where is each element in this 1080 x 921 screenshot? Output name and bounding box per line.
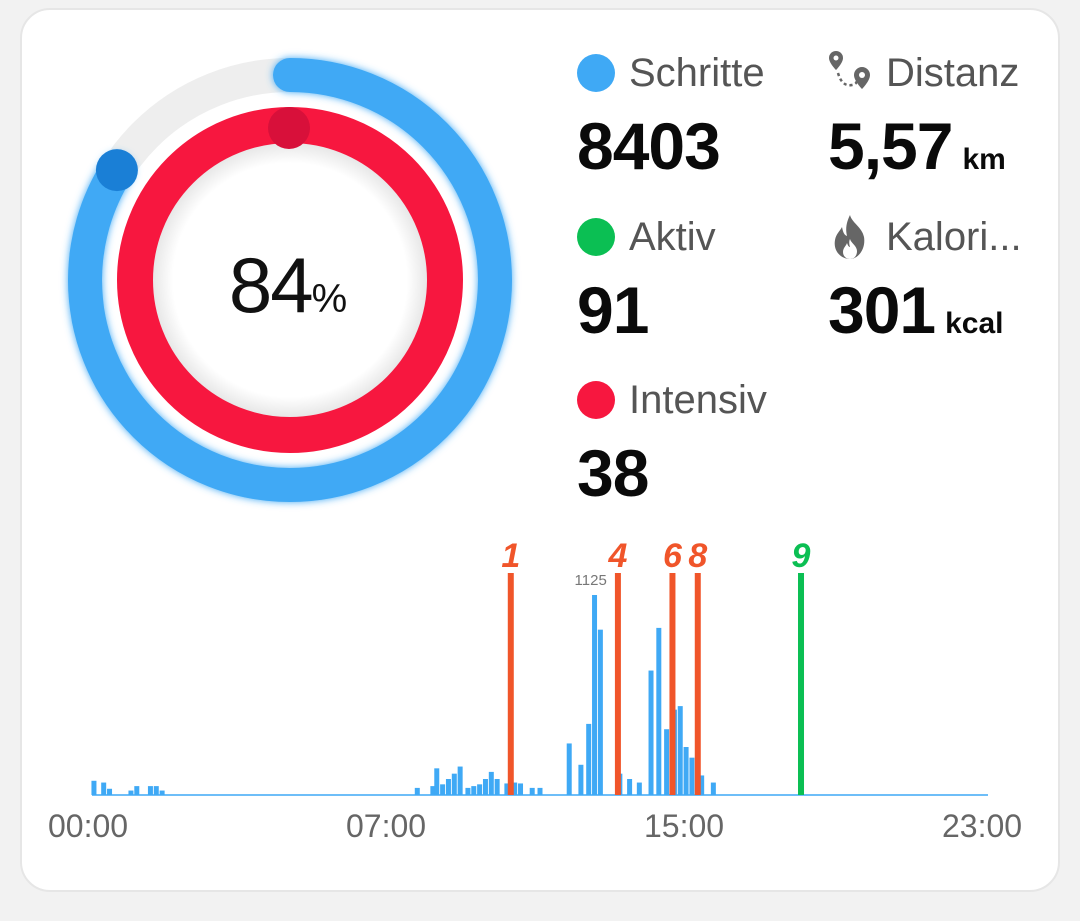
goal-percent: 84%: [208, 240, 368, 331]
chart-bar: [597, 629, 603, 795]
chart-bar: [699, 775, 705, 795]
intensive-ring-end-dot: [268, 107, 310, 149]
chart-bar: [627, 779, 633, 795]
inner-ring-shadow: [140, 130, 440, 430]
route-pin-icon: [829, 51, 870, 89]
stat-steps[interactable]: Schritte 8403: [577, 48, 765, 184]
chart-bar: [107, 788, 113, 795]
goal-percent-sign: %: [311, 277, 348, 321]
steps-ring-end-dot: [95, 149, 138, 192]
calories-unit: kcal: [945, 307, 1004, 340]
event-marker-line[interactable]: [507, 573, 514, 795]
chart-bar: [494, 779, 500, 795]
steps-value: 8403: [577, 109, 721, 183]
peak-value-label: 1125: [575, 572, 607, 589]
chart-bar: [664, 729, 670, 795]
stat-intensive[interactable]: Intensiv 38: [577, 375, 767, 511]
event-marker-label: 6: [663, 537, 683, 575]
distance-label: Distanz: [886, 50, 1020, 95]
x-tick-label: 15:00: [644, 808, 725, 844]
calories-value-row: 301 kcal: [828, 272, 1022, 348]
chart-bar: [457, 766, 463, 795]
chart-bar: [471, 786, 477, 795]
chart-bar: [147, 786, 153, 795]
event-marker-line[interactable]: [614, 573, 621, 795]
intensive-value: 38: [577, 436, 649, 510]
chart-bar: [134, 786, 140, 795]
goal-percent-value: 84: [228, 241, 314, 329]
calories-label: Kalori...: [886, 214, 1022, 259]
distance-value-row: 5,57 km: [828, 108, 1019, 184]
stat-calories[interactable]: Kalori... 301 kcal: [828, 212, 1022, 348]
chart-bar: [101, 782, 107, 795]
chart-bar: [477, 784, 483, 795]
chart-bar: [710, 782, 716, 795]
progress-rings: [68, 58, 512, 502]
distance-value: 5,57: [828, 109, 953, 183]
chart-bar: [465, 787, 471, 795]
chart-bar: [414, 787, 420, 795]
stat-active[interactable]: Aktiv 91: [577, 212, 716, 348]
chart-bar: [440, 784, 446, 795]
chart-bar: [529, 787, 535, 795]
chart-bar: [153, 786, 159, 795]
chart-bar: [430, 786, 436, 795]
chart-bar: [592, 595, 598, 795]
active-label: Aktiv: [629, 214, 716, 259]
chart-bar: [451, 773, 457, 795]
chart-bar: [656, 627, 662, 795]
event-marker-line[interactable]: [798, 573, 805, 795]
chart-bar: [445, 779, 451, 795]
chart-bar: [683, 747, 689, 795]
event-marker-line[interactable]: [669, 573, 676, 795]
x-tick-label: 00:00: [48, 808, 129, 844]
event-marker-label: 1: [501, 537, 520, 575]
chart-bar: [91, 780, 97, 795]
event-marker-label: 9: [792, 537, 811, 575]
distance-unit: km: [962, 143, 1006, 176]
chart-bar: [566, 743, 572, 795]
chart-bar: [537, 787, 543, 795]
chart-bar: [504, 783, 510, 795]
event-marker-label: 4: [607, 537, 627, 575]
chart-bar: [636, 782, 642, 795]
intensive-dot-icon: [577, 381, 615, 419]
chart-bar: [159, 790, 165, 795]
active-value: 91: [577, 273, 649, 347]
chart-bar: [488, 771, 494, 795]
chart-bar: [586, 723, 592, 795]
chart-bar: [482, 779, 488, 795]
chart-bar: [512, 782, 518, 795]
chart-bar: [677, 706, 683, 795]
event-marker-line[interactable]: [694, 573, 701, 795]
steps-label: Schritte: [629, 50, 765, 95]
steps-dot-icon: [577, 54, 615, 92]
chart-bar: [434, 768, 440, 795]
active-dot-icon: [577, 218, 615, 256]
stat-distance[interactable]: Distanz 5,57 km: [828, 48, 1019, 184]
x-tick-label: 23:00: [942, 808, 1023, 844]
chart-bar: [518, 783, 524, 795]
calories-value: 301: [828, 273, 936, 347]
intensive-label: Intensiv: [629, 377, 767, 422]
chart-bar: [648, 670, 654, 795]
chart-bar: [578, 764, 584, 795]
event-marker-label: 8: [688, 537, 707, 575]
steps-ring: [68, 58, 512, 502]
chart-bar: [128, 790, 134, 795]
chart-bar: [689, 757, 695, 795]
flame-icon: [834, 215, 865, 259]
x-tick-label: 07:00: [346, 808, 427, 844]
